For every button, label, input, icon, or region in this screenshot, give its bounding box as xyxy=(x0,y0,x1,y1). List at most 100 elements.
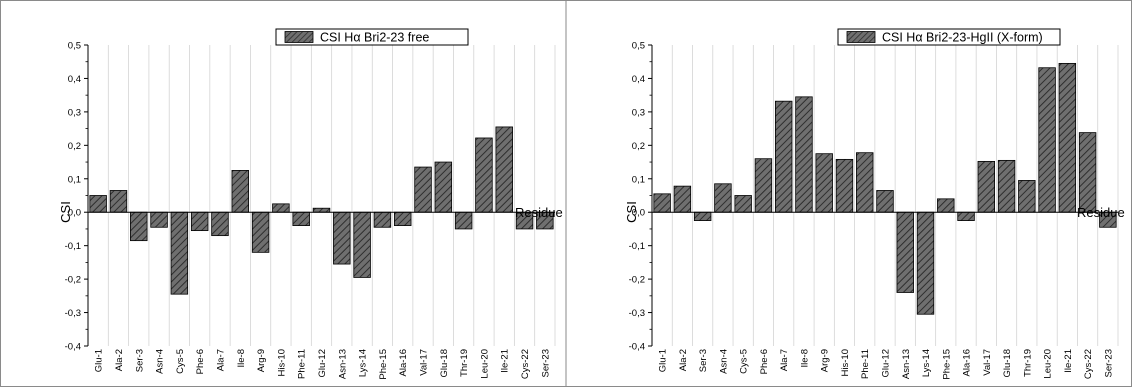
bar-ile-21 xyxy=(495,126,513,213)
y-tick-label: 0,2 xyxy=(68,141,81,152)
bar-ala-2 xyxy=(109,190,128,213)
bar-glu-18 xyxy=(997,159,1016,213)
x-tick-label: Phe-15 xyxy=(378,349,389,380)
y-tick-label: 0,5 xyxy=(632,41,645,52)
bar-arg-9 xyxy=(251,211,270,253)
bar-cys-5 xyxy=(734,195,752,213)
bar-ile-21 xyxy=(1058,62,1077,213)
bars-panel-1 xyxy=(87,45,556,346)
bar-val-17 xyxy=(977,160,996,213)
y-tick-label: 0,0 xyxy=(632,208,645,219)
x-tick-label: Ala-16 xyxy=(398,349,409,376)
x-tick-label: Val-17 xyxy=(419,349,430,376)
bar-his-10 xyxy=(835,158,854,213)
x-axis-panel-2: Glu-1 Ala-2 Ser-3 Asn-4 Cys-5 Phe-6 Ala-7 Ile-8… xyxy=(658,349,1115,380)
x-tick-label: Glu-1 xyxy=(94,349,105,372)
bar-ala-16 xyxy=(393,211,412,227)
y-tick-label: 0,3 xyxy=(68,107,81,118)
x-tick-label: Ala-2 xyxy=(114,349,125,371)
x-tick-label: Cys-5 xyxy=(175,349,186,374)
bar-thr-19 xyxy=(454,211,473,230)
bar-cys-5 xyxy=(170,211,189,295)
y-tick-label: -0,3 xyxy=(629,308,645,319)
x-tick-label: Asn-13 xyxy=(901,349,912,379)
x-tick-label: Ile-8 xyxy=(236,349,247,367)
y-tick-label: 0,5 xyxy=(68,41,81,52)
y-axis-title: CSI xyxy=(624,201,639,223)
x-tick-label: Glu-12 xyxy=(881,349,892,378)
bar-glu-12 xyxy=(312,207,331,213)
x-tick-label: Ala-7 xyxy=(215,349,226,371)
bar-phe-11 xyxy=(292,211,310,227)
bar-cys-22 xyxy=(1078,132,1097,213)
bar-thr-19 xyxy=(1018,180,1036,213)
x-tick-label: Phe-6 xyxy=(195,349,206,374)
y-tick-label: -0,2 xyxy=(65,275,81,286)
y-tick-label: 0,4 xyxy=(632,74,645,85)
x-tick-label: Ser-3 xyxy=(698,349,709,372)
legend-box xyxy=(275,28,469,46)
bar-ile-8 xyxy=(231,170,250,213)
legend-swatch xyxy=(284,31,314,43)
bar-glu-18 xyxy=(434,161,453,213)
legend: CSI Hα Bri2-23-HgII (X-form) xyxy=(837,28,1061,46)
x-tick-label: Ser-3 xyxy=(134,349,145,372)
x-tick-label: Leu-20 xyxy=(479,349,490,379)
x-tick-label: Leu-20 xyxy=(1043,349,1054,379)
bar-asn-13 xyxy=(333,211,351,265)
bar-ile-8 xyxy=(795,96,813,213)
legend-swatch xyxy=(846,31,876,43)
y-tick-label: 0,1 xyxy=(632,174,645,185)
bar-ala-7 xyxy=(211,211,229,237)
x-tick-label: Asn-13 xyxy=(337,349,348,379)
x-tick-label: Thr-19 xyxy=(1022,349,1033,377)
x-tick-label: Asn-4 xyxy=(718,349,729,374)
y-tick-label: -0,2 xyxy=(629,275,645,286)
x-tick-label: Arg-9 xyxy=(820,349,831,372)
bar-phe-6 xyxy=(754,158,773,213)
x-tick-label: Lys-14 xyxy=(921,349,932,377)
x-tick-label: Phe-15 xyxy=(941,349,952,380)
bar-leu-20 xyxy=(1038,67,1056,213)
x-tick-label: Glu-18 xyxy=(1002,349,1013,378)
bar-ser-3 xyxy=(130,211,148,242)
bar-leu-20 xyxy=(475,137,493,213)
bar-arg-9 xyxy=(815,153,833,213)
x-tick-label: Phe-11 xyxy=(297,349,308,379)
bar-phe-15 xyxy=(937,198,955,213)
x-tick-label: Cys-22 xyxy=(1083,349,1094,379)
bar-ala-2 xyxy=(673,185,692,213)
x-axis-title: Residue xyxy=(515,205,563,220)
x-tick-label: His-10 xyxy=(840,349,851,376)
bar-asn-4 xyxy=(150,211,168,228)
y-tick-label: -0,4 xyxy=(629,342,645,353)
bar-his-10 xyxy=(272,203,290,213)
legend: CSI Hα Bri2-23 free xyxy=(275,28,469,46)
chart-panel-1: -0,4 -0,3 -0,2 -0,1 0,0 0,1 0,2 0,3 0,4 0,5 Glu-1… xyxy=(58,28,563,380)
x-tick-label: Phe-11 xyxy=(860,349,871,379)
y-tick-label: -0,3 xyxy=(65,308,81,319)
x-tick-label: Ala-2 xyxy=(678,349,689,371)
x-axis-title: Residue xyxy=(1077,205,1125,220)
x-tick-label: Ile-21 xyxy=(1063,349,1074,373)
bar-phe-15 xyxy=(373,211,392,228)
y-axis-panel-1: -0,4 -0,3 -0,2 -0,1 0,0 0,1 0,2 0,3 0,4 0,5 xyxy=(65,41,89,353)
x-tick-label: Cys-5 xyxy=(739,349,750,374)
x-tick-label: Thr-19 xyxy=(459,349,470,377)
y-tick-label: 0,1 xyxy=(68,174,81,185)
y-axis-panel-2: -0,4 -0,3 -0,2 -0,1 0,0 0,1 0,2 0,3 0,4 0,5 xyxy=(629,41,653,353)
x-tick-label: Ile-21 xyxy=(500,349,511,373)
x-tick-label: Ile-8 xyxy=(799,349,810,367)
x-tick-label: Arg-9 xyxy=(256,349,267,372)
bar-lys-14 xyxy=(916,211,935,315)
bar-val-17 xyxy=(414,166,432,213)
x-tick-label: Glu-18 xyxy=(439,349,450,378)
y-tick-label: 0,2 xyxy=(632,141,645,152)
bar-asn-13 xyxy=(896,211,914,293)
x-tick-label: Phe-6 xyxy=(759,349,770,374)
x-tick-label: Glu-1 xyxy=(658,349,669,372)
bar-glu-12 xyxy=(876,190,894,213)
bar-asn-4 xyxy=(714,183,732,213)
bar-ala-7 xyxy=(774,100,793,213)
y-tick-label: 0,0 xyxy=(68,208,81,219)
